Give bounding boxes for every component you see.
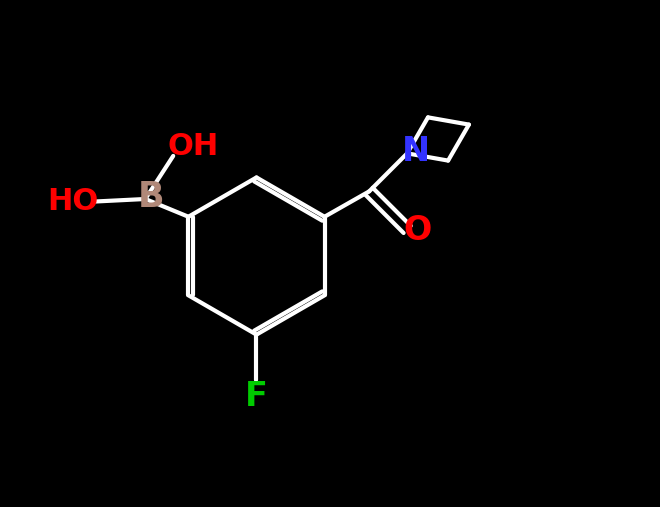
Text: O: O — [403, 214, 432, 247]
Text: OH: OH — [168, 132, 219, 161]
Text: HO: HO — [48, 187, 99, 216]
Text: N: N — [402, 135, 430, 168]
Text: B: B — [138, 180, 165, 214]
Text: F: F — [245, 380, 268, 413]
